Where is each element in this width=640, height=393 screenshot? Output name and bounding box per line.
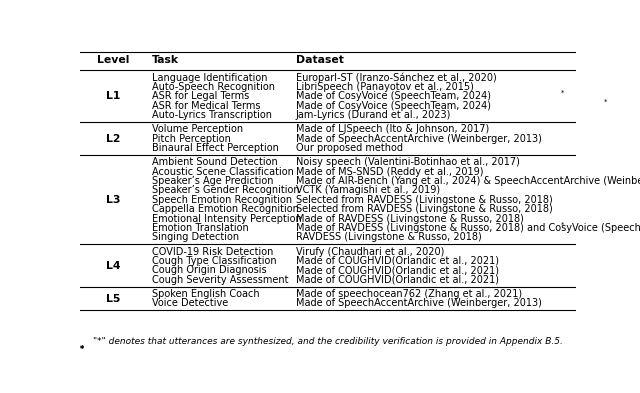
Text: Auto-Speech Recognition: Auto-Speech Recognition xyxy=(152,82,275,92)
Text: *: * xyxy=(80,345,84,354)
Text: Made of COUGHVID(Orlandic et al., 2021): Made of COUGHVID(Orlandic et al., 2021) xyxy=(296,265,499,275)
Text: Made of CosyVoice (SpeechTeam, 2024): Made of CosyVoice (SpeechTeam, 2024) xyxy=(296,101,491,111)
Text: Cough Origin Diagnosis: Cough Origin Diagnosis xyxy=(152,265,266,275)
Text: Noisy speech (Valentini-Botinhao et al., 2017): Noisy speech (Valentini-Botinhao et al.,… xyxy=(296,157,520,167)
Text: *: * xyxy=(561,90,564,96)
Text: Dataset: Dataset xyxy=(296,55,344,65)
Text: Acoustic Scene Classification: Acoustic Scene Classification xyxy=(152,167,294,177)
Text: Cough Type Classification: Cough Type Classification xyxy=(152,256,276,266)
Text: Ambient Sound Detection: Ambient Sound Detection xyxy=(152,157,278,167)
Text: Made of COUGHVID(Orlandic et al., 2021): Made of COUGHVID(Orlandic et al., 2021) xyxy=(296,256,499,266)
Text: Made of COUGHVID(Orlandic et al., 2021): Made of COUGHVID(Orlandic et al., 2021) xyxy=(296,275,499,285)
Text: RAVDESS (Livingstone & Russo, 2018): RAVDESS (Livingstone & Russo, 2018) xyxy=(296,232,481,242)
Text: Auto-Lyrics Transcription: Auto-Lyrics Transcription xyxy=(152,110,272,120)
Text: Spoken English Coach: Spoken English Coach xyxy=(152,289,260,299)
Text: Pitch Perception: Pitch Perception xyxy=(152,134,231,144)
Text: Voice Detective: Voice Detective xyxy=(152,298,228,309)
Text: Level: Level xyxy=(97,55,130,65)
Text: Virufy (Chaudhari et al., 2020): Virufy (Chaudhari et al., 2020) xyxy=(296,246,444,257)
Text: Made of speechocean762 (Zhang et al., 2021): Made of speechocean762 (Zhang et al., 20… xyxy=(296,289,522,299)
Text: Cappella Emotion Recognition: Cappella Emotion Recognition xyxy=(152,204,299,214)
Text: Binaural Effect Perception: Binaural Effect Perception xyxy=(152,143,279,153)
Text: VCTK (Yamagishi et al., 2019): VCTK (Yamagishi et al., 2019) xyxy=(296,185,440,195)
Text: Made of MS-SNSD (Reddy et al., 2019): Made of MS-SNSD (Reddy et al., 2019) xyxy=(296,167,483,177)
Text: Made of SpeechAccentArchive (Weinberger, 2013): Made of SpeechAccentArchive (Weinberger,… xyxy=(296,134,541,144)
Text: Cough Severity Assessment: Cough Severity Assessment xyxy=(152,275,289,285)
Text: L5: L5 xyxy=(106,294,121,304)
Text: L2: L2 xyxy=(106,134,121,144)
Text: Speaker’s Gender Recognition: Speaker’s Gender Recognition xyxy=(152,185,300,195)
Text: *: * xyxy=(80,345,84,354)
Text: Made of AIR-Bench (Yang et al., 2024) & SpeechAccentArchive (Weinberger, 2013): Made of AIR-Bench (Yang et al., 2024) & … xyxy=(296,176,640,186)
Text: ASR for Legal Terms: ASR for Legal Terms xyxy=(152,91,249,101)
Text: L3: L3 xyxy=(106,195,121,205)
Text: Speech Emotion Recognition: Speech Emotion Recognition xyxy=(152,195,292,205)
Text: L4: L4 xyxy=(106,261,121,271)
Text: LibriSpeech (Panayotov et al., 2015): LibriSpeech (Panayotov et al., 2015) xyxy=(296,82,474,92)
Text: Made of LJSpeech (Ito & Johnson, 2017): Made of LJSpeech (Ito & Johnson, 2017) xyxy=(296,124,489,134)
Text: Emotional Intensity Perception: Emotional Intensity Perception xyxy=(152,213,301,224)
Text: L1: L1 xyxy=(106,91,121,101)
Text: Emotion Translation: Emotion Translation xyxy=(152,223,249,233)
Text: COVID-19 Risk Detection: COVID-19 Risk Detection xyxy=(152,246,273,257)
Text: Task: Task xyxy=(152,55,179,65)
Text: Speaker’s Age Prediction: Speaker’s Age Prediction xyxy=(152,176,273,186)
Text: Europarl-ST (Iranzo-Sánchez et al., 2020): Europarl-ST (Iranzo-Sánchez et al., 2020… xyxy=(296,72,497,83)
Text: Singing Detection: Singing Detection xyxy=(152,232,239,242)
Text: Selected from RAVDESS (Livingstone & Russo, 2018): Selected from RAVDESS (Livingstone & Rus… xyxy=(296,195,552,205)
Text: Made of CosyVoice (SpeechTeam, 2024): Made of CosyVoice (SpeechTeam, 2024) xyxy=(296,91,491,101)
Text: "*" denotes that utterances are synthesized, and the credibility verification is: "*" denotes that utterances are synthesi… xyxy=(93,337,563,346)
Text: Made of RAVDESS (Livingstone & Russo, 2018) and CosyVoice (SpeechTeam, 2024): Made of RAVDESS (Livingstone & Russo, 20… xyxy=(296,223,640,233)
Text: Made of SpeechAccentArchive (Weinberger, 2013): Made of SpeechAccentArchive (Weinberger,… xyxy=(296,298,541,309)
Text: *: * xyxy=(561,221,564,228)
Text: ASR for Medical Terms: ASR for Medical Terms xyxy=(152,101,260,111)
Text: *: * xyxy=(604,99,607,105)
Text: Language Identification: Language Identification xyxy=(152,73,268,83)
Text: *: * xyxy=(80,345,84,354)
Text: Jam-Lyrics (Durand et al., 2023): Jam-Lyrics (Durand et al., 2023) xyxy=(296,110,451,120)
Text: Made of RAVDESS (Livingstone & Russo, 2018): Made of RAVDESS (Livingstone & Russo, 20… xyxy=(296,213,524,224)
Text: Our proposed method: Our proposed method xyxy=(296,143,403,153)
Text: Selected from RAVDESS (Livingstone & Russo, 2018): Selected from RAVDESS (Livingstone & Rus… xyxy=(296,204,552,214)
Text: Volume Perception: Volume Perception xyxy=(152,124,243,134)
